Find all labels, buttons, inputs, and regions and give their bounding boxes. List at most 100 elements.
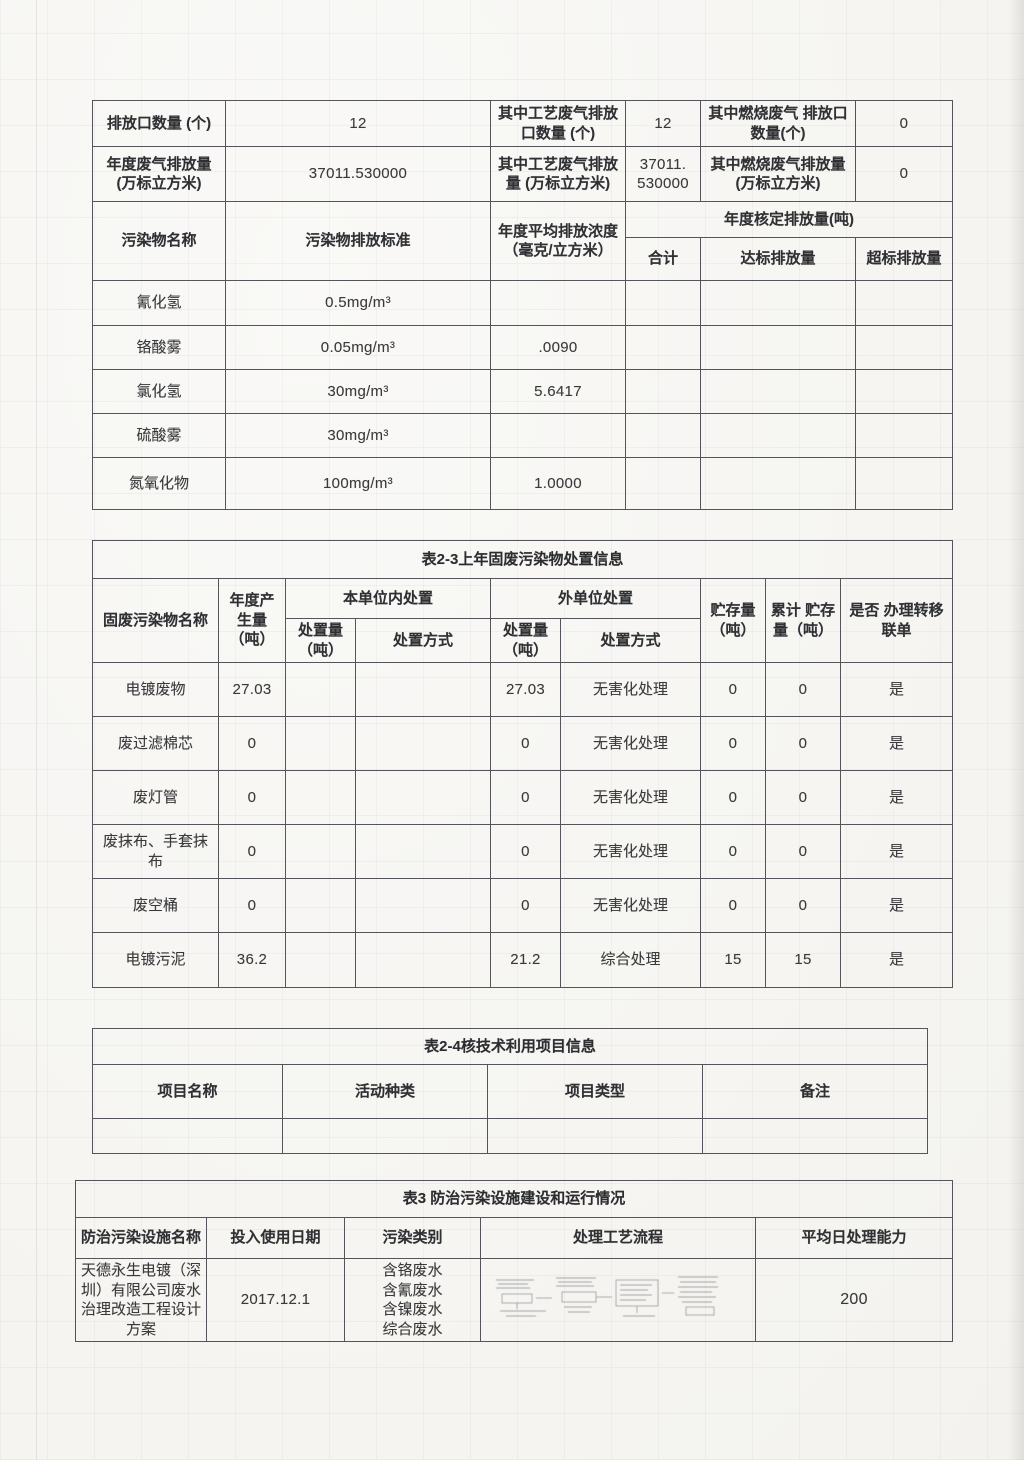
waste-annual-output: 36.2 [218, 932, 286, 988]
pollutant-compliant [700, 369, 856, 414]
pollutant-exceeding [855, 457, 953, 510]
onsite-amount [285, 716, 356, 771]
pollutant-standard: 0.05mg/m³ [225, 325, 491, 370]
pollution-category: 含铬废水 含氰废水 含镍废水 综合废水 [344, 1258, 481, 1342]
pollutant-name-header: 污染物名称 [92, 201, 226, 281]
offsite-method: 综合处理 [560, 932, 701, 988]
pollutant-total [625, 457, 701, 510]
onsite-amount [285, 932, 356, 988]
facility-start-date: 2017.12.1 [206, 1258, 345, 1342]
total-header: 合计 [625, 237, 701, 281]
pollutant-subheader-row: 合计 达标排放量 超标排放量 [93, 237, 953, 281]
pollutant-name: 硫酸雾 [92, 413, 226, 458]
waste-cumulative-storage: 15 [765, 932, 841, 988]
process-gas-volume-value: 37011. 530000 [625, 146, 701, 202]
waste-name: 废过滤棉芯 [92, 716, 219, 771]
waste-storage: 0 [700, 662, 766, 717]
pollutant-concentration [490, 413, 626, 458]
pollutant-standard: 30mg/m³ [225, 413, 491, 458]
header-row: 固废污染物名称 年度产生量（吨） 本单位内处置 外单位处置 贮存量（吨） 累计 … [92, 578, 954, 663]
waste-name: 电镀废物 [92, 662, 219, 717]
pollutant-compliant [700, 457, 856, 510]
table-title-row: 表2-4核技术利用项目信息 [92, 1028, 928, 1065]
process-flow-cell [480, 1258, 756, 1342]
daily-capacity-value: 200 [754, 1258, 954, 1342]
annual-gas-volume-value: 37011.530000 [225, 146, 491, 202]
waste-transfer: 是 [839, 932, 954, 988]
offsite-method: 无害化处理 [560, 662, 701, 717]
waste-transfer: 是 [839, 716, 954, 771]
scan-fold-line [36, 0, 37, 1460]
pollutant-exceeding [855, 280, 953, 326]
project-name-header: 项目名称 [92, 1064, 283, 1119]
offsite-amount: 27.03 [490, 662, 561, 717]
pollutant-header-row: 污染物名称 污染物排放标准 年度平均排放浓度（毫克/立方米） 年度核定排放量(吨… [92, 201, 953, 281]
pollutant-row: 氮氧化物 100mg/m³ 1.0000 [92, 457, 953, 510]
waste-row: 废过滤棉芯 0 0 无害化处理 0 0 是 [92, 716, 954, 771]
onsite-method [355, 716, 491, 771]
pollutant-compliant [700, 413, 856, 458]
pollutant-standard: 100mg/m³ [225, 457, 491, 510]
waste-cumulative-storage: 0 [765, 770, 841, 825]
offsite-method: 无害化处理 [560, 824, 701, 879]
project-type [487, 1118, 703, 1154]
waste-row: 废灯管 0 0 无害化处理 0 0 是 [92, 770, 954, 825]
category-line: 含镍废水 [382, 1301, 443, 1318]
waste-row: 电镀污泥 36.2 21.2 综合处理 15 15 是 [92, 932, 954, 988]
facilities-table: 表3 防治污染设施建设和运行情况 防治污染设施名称 投入使用日期 污染类别 处理… [74, 1180, 954, 1342]
onsite-method [355, 824, 491, 879]
nuclear-projects-table: 表2-4核技术利用项目信息 项目名称 活动种类 项目类型 备注 [92, 1028, 928, 1154]
solid-waste-table-title: 表2-3上年固废污染物处置信息 [91, 540, 954, 579]
pollutant-row: 氰化氢 0.5mg/m³ [92, 280, 953, 326]
onsite-method [355, 770, 491, 825]
waste-annual-output: 0 [218, 716, 286, 771]
project-type-header: 项目类型 [487, 1064, 703, 1119]
table-title-row: 表2-3上年固废污染物处置信息 [91, 540, 954, 579]
process-gas-volume-label: 其中工艺废气排放量 (万标立方米) [490, 146, 626, 202]
onsite-method [355, 662, 491, 717]
waste-annual-output: 0 [218, 878, 286, 933]
value-line: 37011. [639, 155, 687, 173]
process-outlet-count-value: 12 [625, 100, 701, 147]
pollutant-exceeding [855, 369, 953, 414]
waste-cumulative-storage: 0 [765, 878, 841, 933]
transfer-note-header: 是否 办理转移联单 [839, 578, 954, 663]
waste-annual-output: 27.03 [218, 662, 286, 717]
activity-type-header: 活动种类 [282, 1064, 488, 1119]
remark [702, 1118, 928, 1154]
offsite-disposal-header: 外单位处置 [490, 578, 701, 619]
treatment-process-flow-diagram [485, 1272, 751, 1328]
remark-header: 备注 [702, 1064, 928, 1119]
cumulative-storage-header: 累计 贮存量（吨） [765, 578, 841, 663]
category-line: 含铬废水 [382, 1262, 443, 1279]
category-line: 综合废水 [382, 1320, 443, 1338]
pollutant-total [625, 280, 701, 326]
onsite-amount [285, 824, 356, 879]
waste-transfer: 是 [839, 824, 954, 879]
offsite-amount: 0 [490, 716, 561, 771]
outlet-count-value: 12 [225, 100, 491, 147]
facility-name: 天德永生电镀（深圳）有限公司废水治理改造工程设计方案 [75, 1258, 207, 1342]
waste-name: 废抹布、手套抹布 [92, 824, 219, 879]
waste-storage: 0 [700, 770, 766, 825]
process-flow-header: 处理工艺流程 [480, 1217, 756, 1259]
waste-row: 废抹布、手套抹布 0 0 无害化处理 0 0 是 [92, 824, 954, 879]
waste-name: 电镀污泥 [92, 932, 219, 988]
pollutant-exceeding [855, 325, 953, 370]
pollutant-standard: 30mg/m³ [225, 369, 491, 414]
waste-row: 电镀废物 27.03 27.03 无害化处理 0 0 是 [92, 662, 954, 717]
waste-annual-output: 0 [218, 824, 286, 879]
pollutant-row: 硫酸雾 30mg/m³ [92, 413, 953, 458]
waste-cumulative-storage: 0 [765, 662, 841, 717]
onsite-amount-header: 处置量（吨） [285, 618, 356, 663]
pollutant-standard-header: 污染物排放标准 [225, 201, 491, 281]
onsite-amount [285, 770, 356, 825]
facilities-table-title: 表3 防治污染设施建设和运行情况 [74, 1180, 954, 1218]
offsite-method-header: 处置方式 [560, 618, 701, 663]
offsite-amount: 21.2 [490, 932, 561, 988]
project-name [92, 1118, 283, 1154]
offsite-method: 无害化处理 [560, 716, 701, 771]
waste-name: 废灯管 [92, 770, 219, 825]
onsite-disposal-header: 本单位内处置 [285, 578, 491, 619]
